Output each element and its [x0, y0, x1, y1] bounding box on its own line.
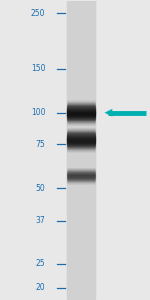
Text: 75: 75 — [36, 140, 45, 148]
Text: 100: 100 — [31, 108, 45, 117]
Text: 150: 150 — [31, 64, 45, 73]
Text: 25: 25 — [36, 259, 45, 268]
Text: 37: 37 — [36, 216, 45, 225]
Text: 50: 50 — [36, 184, 45, 193]
Text: 20: 20 — [36, 283, 45, 292]
Text: 250: 250 — [31, 8, 45, 17]
